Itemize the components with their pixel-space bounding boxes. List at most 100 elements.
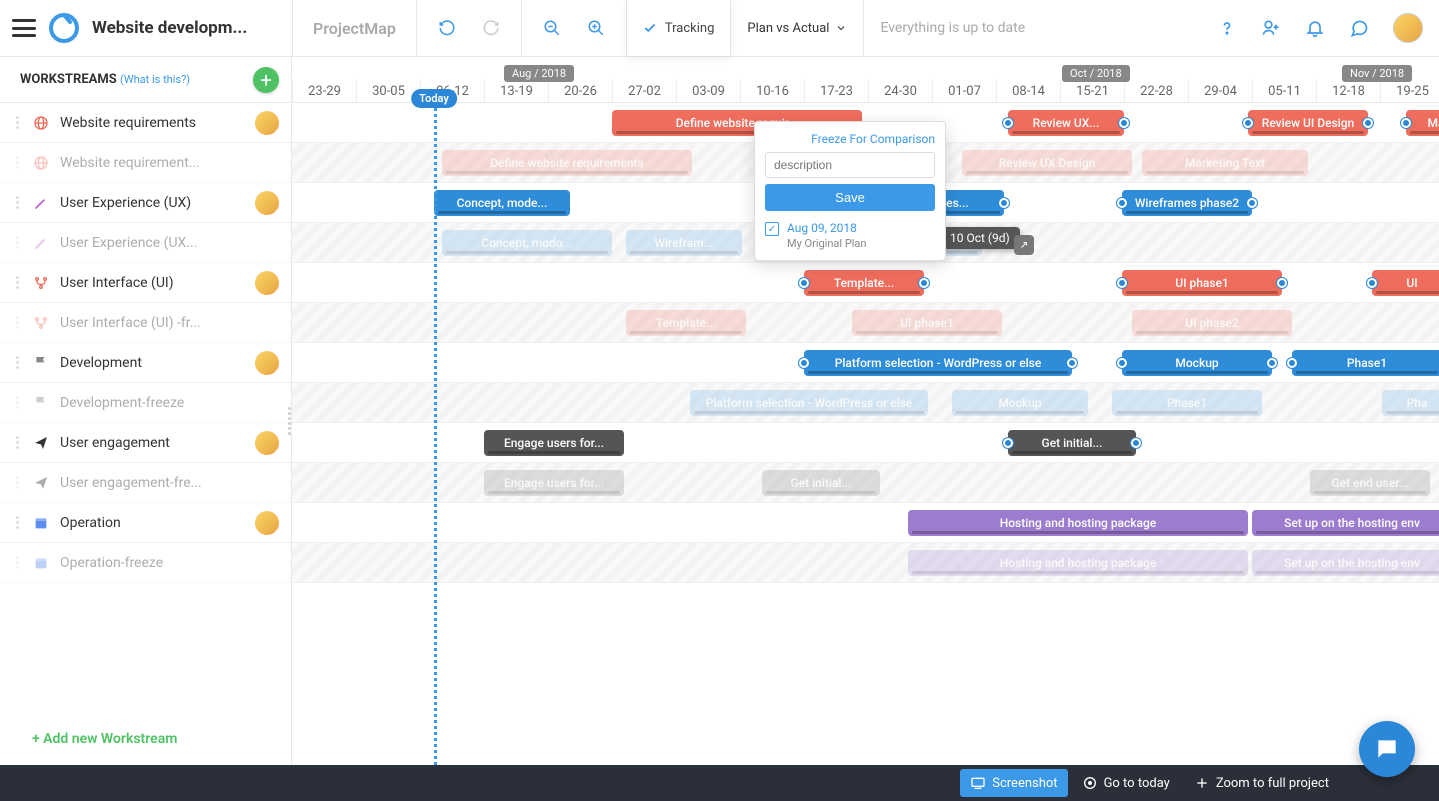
workstream-item[interactable]: Website requirements: [0, 103, 291, 143]
gantt-bar[interactable]: Set up on the hosting env: [1252, 510, 1439, 536]
drag-handle-icon[interactable]: [16, 236, 22, 249]
add-workstream-button[interactable]: +: [253, 67, 279, 93]
gantt-bar[interactable]: Phase1: [1292, 350, 1439, 376]
link-dot[interactable]: [1067, 358, 1077, 368]
checkbox-icon[interactable]: ✓: [765, 222, 779, 236]
drag-handle-icon[interactable]: [16, 396, 22, 409]
link-dot[interactable]: [799, 278, 809, 288]
gantt-bar[interactable]: Review UX Design: [962, 150, 1132, 176]
link-dot[interactable]: [1267, 358, 1277, 368]
gantt-bar[interactable]: Define website requirements: [442, 150, 692, 176]
save-button[interactable]: Save: [765, 184, 935, 211]
link-dot[interactable]: [1117, 198, 1127, 208]
assignee-avatar[interactable]: [255, 191, 279, 215]
gantt-bar[interactable]: Template...: [626, 310, 746, 336]
link-dot[interactable]: [999, 198, 1009, 208]
assignee-avatar[interactable]: [255, 111, 279, 135]
gantt-chart[interactable]: Aug / 2018Oct / 2018Nov / 2018 23-2930-0…: [292, 57, 1439, 765]
chat-bubble[interactable]: [1359, 721, 1415, 777]
link-dot[interactable]: [1287, 358, 1297, 368]
drag-handle-icon[interactable]: [16, 476, 22, 489]
link-dot[interactable]: [1119, 118, 1129, 128]
workstream-item[interactable]: User Experience (UX...: [0, 223, 291, 263]
link-dot[interactable]: [1247, 198, 1257, 208]
gantt-bar[interactable]: Concept, modo...: [442, 230, 612, 256]
expand-icon[interactable]: [1014, 235, 1034, 255]
assignee-avatar[interactable]: [255, 271, 279, 295]
whats-this-link[interactable]: (What is this?): [120, 73, 190, 86]
chat-icon[interactable]: [1349, 18, 1369, 38]
tracking-toggle[interactable]: Tracking: [627, 0, 732, 56]
workstream-item[interactable]: User Experience (UX): [0, 183, 291, 223]
bell-icon[interactable]: [1305, 18, 1325, 38]
link-dot[interactable]: [1131, 438, 1141, 448]
drag-handle-icon[interactable]: [16, 436, 22, 449]
link-dot[interactable]: [919, 278, 929, 288]
freeze-link[interactable]: Freeze For Comparison: [765, 132, 935, 146]
link-dot[interactable]: [1363, 118, 1373, 128]
redo-icon[interactable]: [481, 18, 501, 38]
gantt-bar[interactable]: Get initial...: [762, 470, 880, 496]
drag-handle-icon[interactable]: [16, 116, 22, 129]
drag-handle-icon[interactable]: [16, 156, 22, 169]
plan-dropdown[interactable]: Plan vs Actual: [731, 0, 864, 56]
drag-handle-icon[interactable]: [16, 276, 22, 289]
drag-handle-icon[interactable]: [16, 196, 22, 209]
gantt-bar[interactable]: Set up on the hosting env: [1252, 550, 1439, 576]
add-user-icon[interactable]: [1261, 18, 1281, 38]
projectmap-tab[interactable]: ProjectMap: [292, 0, 417, 56]
link-dot[interactable]: [799, 358, 809, 368]
workstream-item[interactable]: User engagement: [0, 423, 291, 463]
gantt-bar[interactable]: Engage users for...: [484, 430, 624, 456]
user-avatar[interactable]: [1393, 13, 1423, 43]
workstream-item[interactable]: Development: [0, 343, 291, 383]
link-dot[interactable]: [1003, 118, 1013, 128]
gantt-bar[interactable]: Wireframes phase2: [1122, 190, 1252, 216]
gantt-bar[interactable]: Engage users for...: [484, 470, 624, 496]
gantt-bar[interactable]: Pha: [1382, 390, 1439, 416]
workstream-item[interactable]: User Interface (UI): [0, 263, 291, 303]
goto-today-button[interactable]: Go to today: [1072, 769, 1180, 797]
zoom-in-icon[interactable]: [586, 18, 606, 38]
gantt-bar[interactable]: Review UX...: [1008, 110, 1124, 136]
undo-icon[interactable]: [437, 18, 457, 38]
workstream-item[interactable]: User engagement-fre...: [0, 463, 291, 503]
assignee-avatar[interactable]: [255, 511, 279, 535]
gantt-bar[interactable]: Platform selection - WordPress or else: [690, 390, 928, 416]
gantt-bar[interactable]: UI phase1: [852, 310, 1002, 336]
link-dot[interactable]: [1243, 118, 1253, 128]
gantt-bar[interactable]: Platform selection - WordPress or else: [804, 350, 1072, 376]
gantt-bar[interactable]: UI phase1: [1122, 270, 1282, 296]
screenshot-button[interactable]: Screenshot: [960, 769, 1067, 797]
gantt-bar[interactable]: Concept, mode...: [434, 190, 570, 216]
add-workstream-link[interactable]: + Add new Workstream: [0, 713, 291, 765]
gantt-bar[interactable]: UI phase2: [1132, 310, 1292, 336]
gantt-bar[interactable]: Hosting and hosting package: [908, 550, 1248, 576]
drag-handle-icon[interactable]: [16, 556, 22, 569]
drag-handle-icon[interactable]: [16, 316, 22, 329]
link-dot[interactable]: [1117, 358, 1127, 368]
link-dot[interactable]: [1367, 278, 1377, 288]
gantt-bar[interactable]: Get initial...: [1008, 430, 1136, 456]
snapshot-row[interactable]: ✓ Aug 09, 2018 My Original Plan: [765, 221, 935, 250]
app-logo[interactable]: [48, 12, 80, 44]
gantt-bar[interactable]: Template...: [804, 270, 924, 296]
gantt-bar[interactable]: Mockup: [1122, 350, 1272, 376]
workstream-item[interactable]: Operation: [0, 503, 291, 543]
gantt-bar[interactable]: UI: [1372, 270, 1439, 296]
gantt-bar[interactable]: Mockup: [952, 390, 1088, 416]
link-dot[interactable]: [1003, 438, 1013, 448]
gantt-bar[interactable]: Marketing Text: [1142, 150, 1308, 176]
workstream-item[interactable]: Development-freeze: [0, 383, 291, 423]
assignee-avatar[interactable]: [255, 431, 279, 455]
drag-handle-icon[interactable]: [16, 516, 22, 529]
link-dot[interactable]: [1401, 118, 1411, 128]
link-dot[interactable]: [1117, 278, 1127, 288]
splitter-handle[interactable]: [288, 407, 296, 435]
gantt-bar[interactable]: Phase1: [1112, 390, 1262, 416]
gantt-bar[interactable]: Wirefram...: [626, 230, 742, 256]
drag-handle-icon[interactable]: [16, 356, 22, 369]
description-input[interactable]: [765, 152, 935, 178]
link-dot[interactable]: [1277, 278, 1287, 288]
gantt-bar[interactable]: Get end user...: [1310, 470, 1430, 496]
